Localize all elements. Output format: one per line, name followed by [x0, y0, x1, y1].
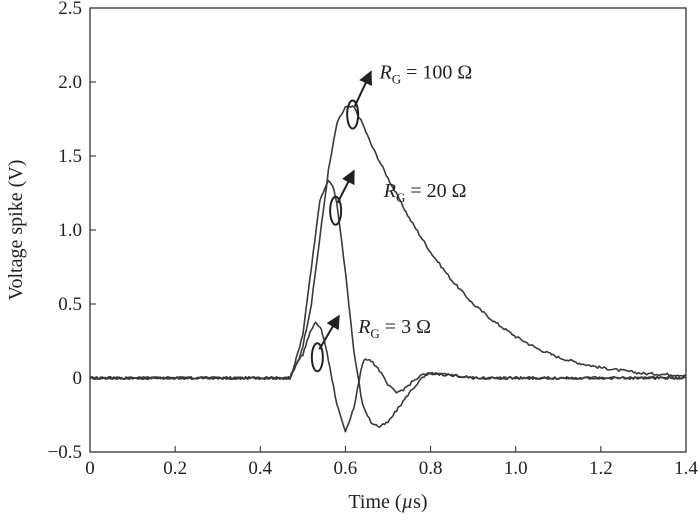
x-tick-label: 1.4	[674, 458, 698, 479]
annotation-arrow-1	[336, 169, 355, 204]
y-tick-label: 2.5	[58, 0, 82, 19]
annotation-arrow-2	[318, 314, 340, 350]
y-axis-title: Voltage spike (V)	[5, 160, 27, 301]
y-tick-label: 0.5	[58, 294, 82, 315]
series-label-0: RG = 100 Ω	[378, 62, 472, 87]
y-tick-label: 1.5	[58, 146, 82, 167]
x-tick-label: 0.6	[334, 458, 358, 479]
x-tick-label: 1.2	[589, 458, 613, 479]
x-tick-label: 0	[85, 458, 95, 479]
x-tick-label: 0.8	[419, 458, 443, 479]
series-label-2: RG = 3 Ω	[357, 316, 431, 341]
annotation-ellipse-2	[310, 342, 324, 373]
annotation-arrow-0	[353, 70, 372, 107]
annotation-ellipse-1	[329, 195, 343, 226]
series-line-0	[89, 105, 687, 381]
x-tick-label: 0.4	[248, 458, 272, 479]
annotation-layer: RG = 100 Ω RG = 20 Ω RG = 3 Ω	[310, 62, 472, 373]
y-tick-label: 1.0	[58, 220, 82, 241]
axis-ticks: 0 0.2 0.4 0.6 0.8 1.0 1.2 1.4−0.500.51.01.52.02…	[48, 0, 699, 479]
x-tick-label: 0.2	[163, 458, 187, 479]
series-line-2	[89, 321, 687, 433]
series-label-1: RG = 20 Ω	[383, 180, 467, 205]
series-line-1	[89, 179, 687, 429]
series-layer	[89, 105, 687, 433]
annotation-ellipse-0	[346, 99, 360, 130]
y-tick-label: −0.5	[48, 442, 82, 463]
x-tick-label: 1.0	[504, 458, 528, 479]
x-axis-title: Time (µs)	[348, 491, 427, 513]
y-tick-label: 0	[73, 368, 83, 389]
y-tick-label: 2.0	[58, 72, 82, 93]
